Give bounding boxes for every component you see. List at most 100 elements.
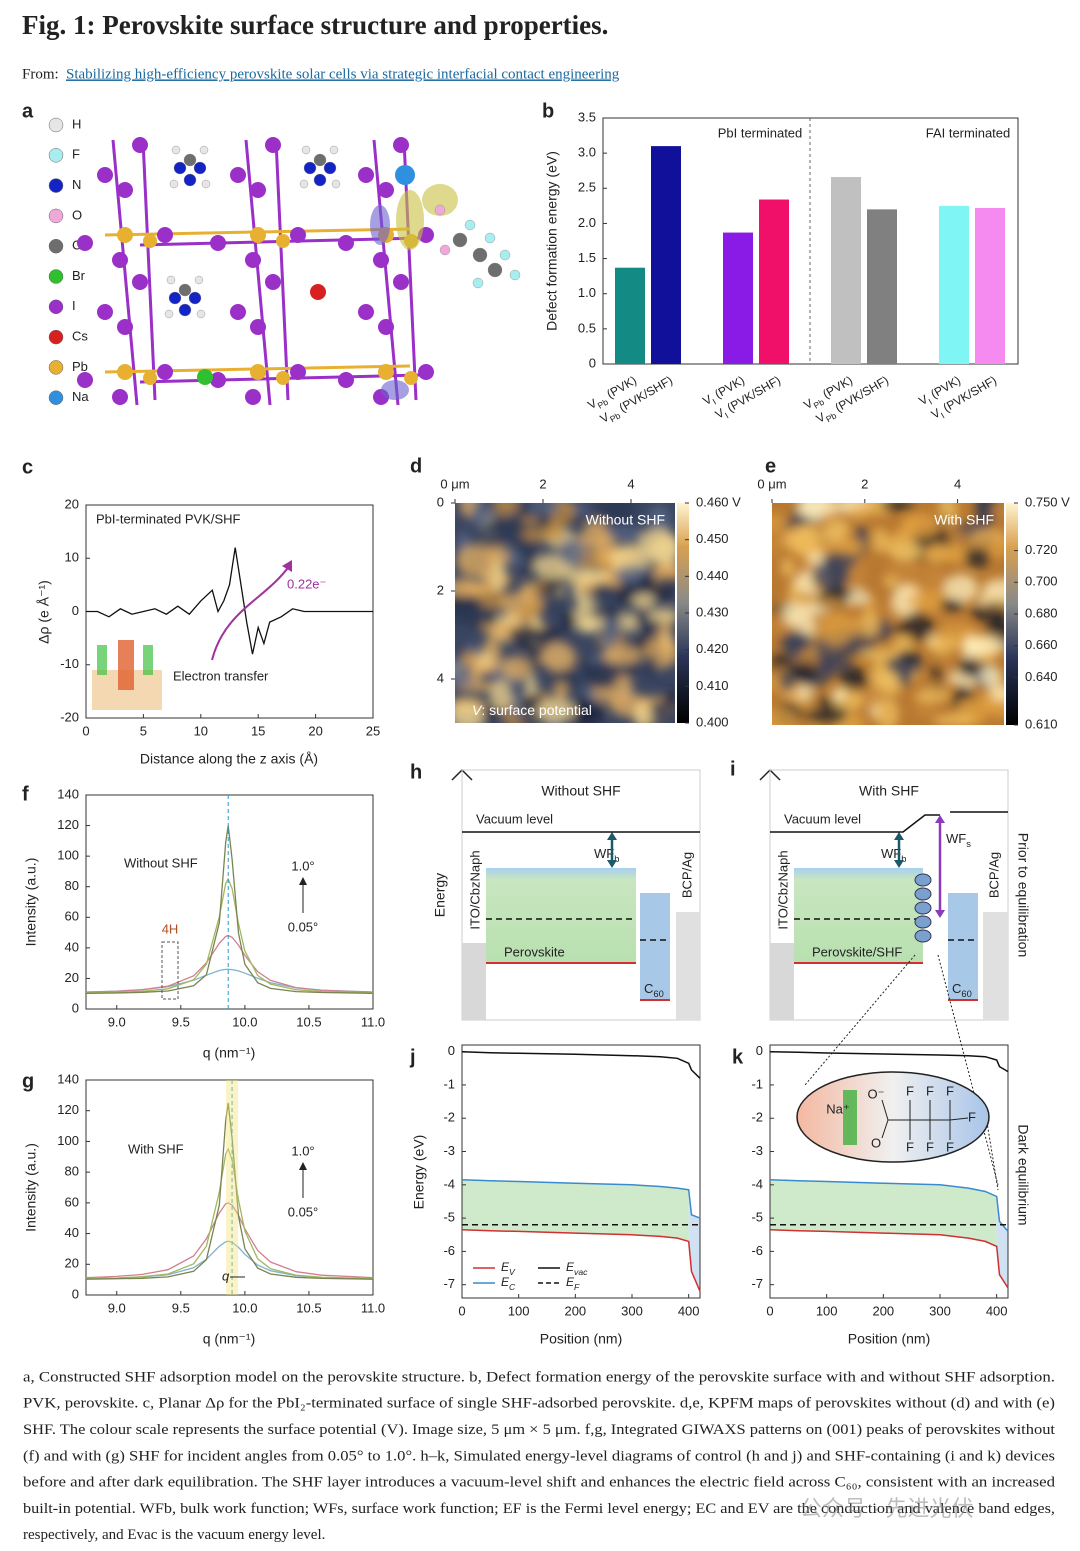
map-blob <box>875 618 894 642</box>
y-tick-label: 80 <box>65 878 79 893</box>
shf-atom <box>509 269 521 281</box>
vacuum-level <box>770 811 1008 833</box>
x-tick-label: 9.5 <box>172 1300 190 1315</box>
wf-label: WFs <box>946 831 971 849</box>
y-tick-label: -2 <box>751 1110 763 1125</box>
panel-label: b <box>542 100 554 122</box>
c60-layer <box>640 893 670 1001</box>
layer-label: C60 <box>952 981 972 999</box>
y-axis-label: Energy (eV) <box>411 1135 427 1210</box>
inset-label: F <box>968 1109 976 1124</box>
map-blob <box>455 578 483 597</box>
x-tick-label: 9.0 <box>108 1014 126 1029</box>
diagram-title: Without SHF <box>541 783 620 799</box>
i-atom <box>290 227 306 243</box>
map-blob <box>939 598 964 613</box>
shf-atom <box>452 232 468 248</box>
i-atom <box>230 167 246 183</box>
x-tick-label: 10 <box>194 723 208 738</box>
angle-label: 1.0° <box>291 1143 314 1158</box>
panel-label: a <box>22 100 34 122</box>
map-blob <box>959 701 980 716</box>
arrow-head <box>935 910 945 918</box>
pb-atom <box>117 227 133 243</box>
br-atom <box>197 369 213 385</box>
band-fill <box>770 1179 997 1247</box>
x-tick-label: 2 <box>539 476 546 491</box>
y-tick-label: 0.5 <box>578 320 596 335</box>
shf-atom <box>499 249 511 261</box>
y-tick-label: 0.450 <box>696 531 729 546</box>
molecule-atom <box>164 309 174 319</box>
x-tick-label: 4 <box>954 476 961 491</box>
map-blob <box>825 518 850 540</box>
inset-label: F <box>906 1083 914 1098</box>
x-tick-label-part: I <box>723 411 730 421</box>
map-blob <box>922 565 946 598</box>
legend-label: EV <box>501 1260 516 1277</box>
arrow-head <box>607 860 617 868</box>
x-axis-label: Position (nm) <box>848 1331 930 1347</box>
map-blob <box>850 616 866 636</box>
x-tick-label: 0 μm <box>757 476 786 491</box>
angle-label: 1.0° <box>291 858 314 873</box>
shf-dipole <box>914 901 932 915</box>
map-blob <box>589 603 624 620</box>
map-blob <box>492 503 519 516</box>
x-tick-label-part: Pb <box>608 411 622 425</box>
shf-atom <box>439 244 451 256</box>
i-atom <box>250 182 266 198</box>
band-fill <box>996 1196 1008 1289</box>
inset-image <box>143 645 153 675</box>
panel-label: j <box>409 1046 416 1068</box>
map-blob <box>618 613 640 632</box>
process-label: Electron transfer <box>173 668 269 683</box>
legend-label-part: C <box>509 1282 516 1292</box>
x-tick-label-part: I <box>927 397 934 407</box>
molecule-atom <box>166 275 176 285</box>
x-tick-label: 0 <box>766 1303 773 1318</box>
bar <box>867 209 897 364</box>
map-blob <box>478 521 509 548</box>
y-tick-label: 1.5 <box>578 250 596 265</box>
legend-label: H <box>72 116 81 131</box>
molecule-atom <box>199 145 209 155</box>
legend-swatch <box>48 390 64 405</box>
x-tick-label-part: Pb <box>596 397 610 411</box>
y-tick-label: 120 <box>57 817 79 832</box>
map-texture <box>772 503 1004 725</box>
molecule-atom <box>196 309 206 319</box>
map-blob <box>455 544 498 578</box>
colorbar <box>677 503 689 723</box>
x-tick-label: 0 μm <box>440 476 469 491</box>
molecule-atom <box>331 179 341 189</box>
x-tick-label: 5 <box>140 723 147 738</box>
map-blob <box>876 697 900 725</box>
molecule-atom <box>323 161 337 175</box>
i-atom <box>290 364 306 380</box>
map-blob <box>520 528 550 542</box>
map-blob <box>897 649 921 663</box>
map-blob <box>963 547 992 568</box>
map-blob <box>839 666 870 692</box>
bar <box>615 267 645 364</box>
arrow-head <box>299 1162 307 1170</box>
legend-swatch <box>48 148 64 163</box>
i-atom <box>117 182 133 198</box>
map-blob <box>507 625 545 647</box>
map-blob <box>790 662 818 682</box>
data-line <box>769 1179 1009 1232</box>
molecule-atom <box>183 173 197 187</box>
i-atom <box>112 252 128 268</box>
i-atom <box>358 167 374 183</box>
legend-label: EC <box>501 1275 516 1292</box>
x-tick-label: 300 <box>621 1303 643 1318</box>
source-link[interactable]: Stabilizing high-efficiency perovskite s… <box>66 66 620 82</box>
map-caption: V: surface potential <box>472 702 592 718</box>
group-label: FAI terminated <box>926 125 1011 140</box>
i-atom <box>157 364 173 380</box>
data-line <box>769 1050 1009 1073</box>
y-tick-label: 3.5 <box>578 109 596 124</box>
diagram-frame <box>769 769 1009 1021</box>
layer-label-part: 60 <box>961 989 971 999</box>
